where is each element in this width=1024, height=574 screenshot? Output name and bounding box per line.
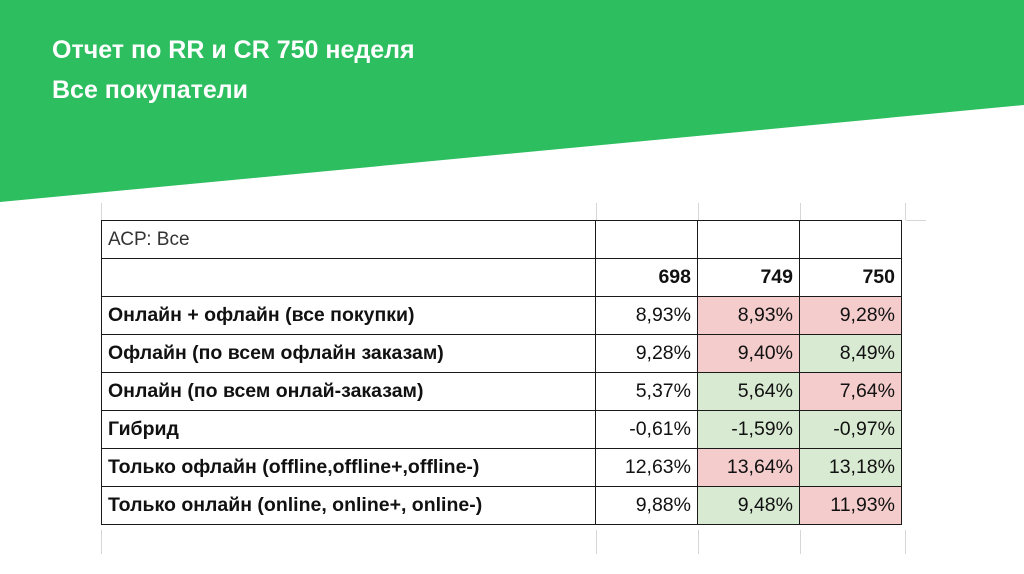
- gridline: [698, 530, 699, 554]
- value-cell[interactable]: 9,88%: [595, 486, 698, 525]
- value-cell[interactable]: 5,64%: [697, 372, 800, 411]
- column-header[interactable]: 750: [799, 258, 902, 297]
- gridline: [698, 203, 699, 220]
- row-label-cell[interactable]: Гибрид: [101, 410, 596, 449]
- gridline: [905, 530, 906, 554]
- value-cell[interactable]: 9,28%: [799, 296, 902, 335]
- row-label-cell[interactable]: Офлайн (по всем офлайн заказам): [101, 334, 596, 373]
- value-cell[interactable]: 9,48%: [697, 486, 800, 525]
- value-cell[interactable]: 9,40%: [697, 334, 800, 373]
- value-cell[interactable]: 8,49%: [799, 334, 902, 373]
- rr-cr-table: АСР: Все 698 749 750 Онлайн + офлайн (вс…: [101, 220, 902, 525]
- column-header[interactable]: 698: [595, 258, 698, 297]
- header-row: 698 749 750: [101, 258, 902, 297]
- table-row: Онлайн + офлайн (все покупки) 8,93% 8,93…: [101, 296, 902, 335]
- title-line-2: Все покупатели: [52, 76, 248, 104]
- table-row: Гибрид -0,61% -1,59% -0,97%: [101, 410, 902, 449]
- table-row: Онлайн (по всем онлай-заказам) 5,37% 5,6…: [101, 372, 902, 411]
- table-row: Офлайн (по всем офлайн заказам) 9,28% 9,…: [101, 334, 902, 373]
- value-cell[interactable]: 13,18%: [799, 448, 902, 487]
- title-line-1: Отчет по RR и CR 750 неделя: [52, 36, 415, 64]
- empty-cell[interactable]: [697, 220, 800, 259]
- value-cell[interactable]: 13,64%: [697, 448, 800, 487]
- table-row: АСР: Все: [101, 220, 902, 259]
- value-cell[interactable]: 9,28%: [595, 334, 698, 373]
- value-cell[interactable]: 11,93%: [799, 486, 902, 525]
- value-cell[interactable]: -0,97%: [799, 410, 902, 449]
- gridline: [101, 203, 102, 220]
- gridline: [906, 220, 926, 221]
- row-label-cell[interactable]: Только онлайн (online, online+, online-): [101, 486, 596, 525]
- gridline: [596, 530, 597, 554]
- empty-cell[interactable]: [799, 220, 902, 259]
- column-header[interactable]: 749: [697, 258, 800, 297]
- value-cell[interactable]: 8,93%: [595, 296, 698, 335]
- title-banner: [0, 0, 1024, 202]
- gridline: [800, 203, 801, 220]
- value-cell[interactable]: 7,64%: [799, 372, 902, 411]
- table-row: Только онлайн (online, online+, online-)…: [101, 486, 902, 525]
- gridline: [101, 530, 102, 554]
- value-cell[interactable]: 12,63%: [595, 448, 698, 487]
- gridline: [596, 203, 597, 220]
- row-label-cell[interactable]: Только офлайн (offline,offline+,offline-…: [101, 448, 596, 487]
- value-cell[interactable]: -0,61%: [595, 410, 698, 449]
- row-label-cell[interactable]: Онлайн (по всем онлай-заказам): [101, 372, 596, 411]
- gridline: [905, 203, 906, 220]
- table-row: Только офлайн (offline,offline+,offline-…: [101, 448, 902, 487]
- value-cell[interactable]: 8,93%: [697, 296, 800, 335]
- gridline: [800, 530, 801, 554]
- slide-title: Отчет по RR и CR 750 неделя Все покупате…: [52, 30, 415, 110]
- value-cell[interactable]: 5,37%: [595, 372, 698, 411]
- green-banner-shape: [0, 0, 1024, 202]
- value-cell[interactable]: -1,59%: [697, 410, 800, 449]
- empty-cell[interactable]: [101, 258, 596, 297]
- corner-label-cell[interactable]: АСР: Все: [101, 220, 596, 259]
- row-label-cell[interactable]: Онлайн + офлайн (все покупки): [101, 296, 596, 335]
- empty-cell[interactable]: [595, 220, 698, 259]
